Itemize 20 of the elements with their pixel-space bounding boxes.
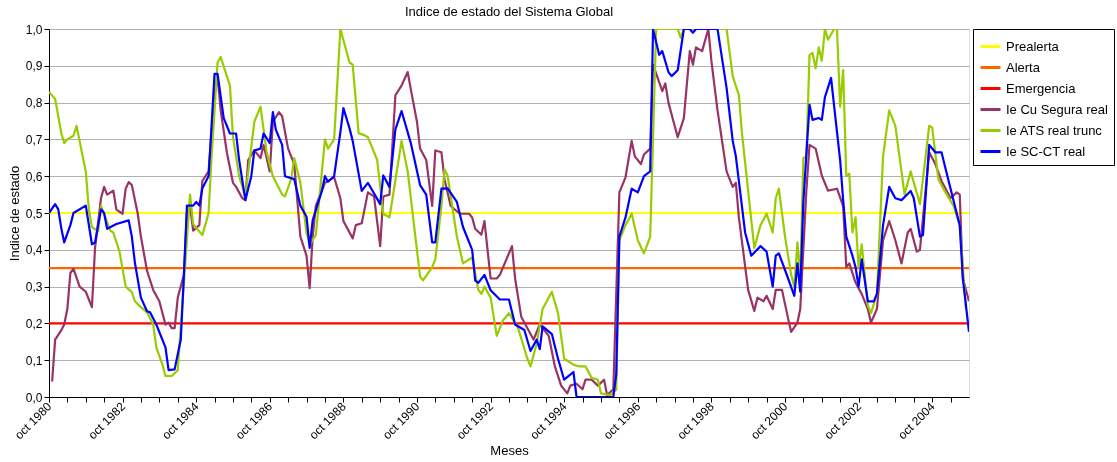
y-tick-label: 0,2	[25, 316, 43, 331]
y-tick-label: 0,3	[25, 280, 43, 295]
y-tick-label: 0,4	[25, 243, 43, 258]
legend-label: Ie ATS real trunc	[1006, 122, 1103, 138]
y-tick-label: 0,6	[25, 169, 43, 184]
y-tick-label: 0,5	[25, 206, 43, 221]
y-tick-label: 0,0	[25, 390, 43, 405]
x-axis-title: Meses	[490, 443, 530, 459]
y-tick-label: 0,7	[25, 132, 43, 147]
legend-label: Emergencia	[1006, 80, 1077, 96]
y-tick-label: 0,9	[25, 59, 43, 74]
y-axis-title: Indice de estado	[6, 165, 22, 262]
y-tick-label: 0,1	[25, 353, 43, 368]
chart-title: Indice de estado del Sistema Global	[404, 4, 614, 19]
y-tick-label: 0,8	[25, 96, 43, 111]
legend-label: Prealerta	[1006, 38, 1060, 54]
legend-label: Ie SC-CT real	[1006, 143, 1086, 159]
legend-label: Alerta	[1006, 59, 1041, 75]
legend-label: Ie Cu Segura real	[1006, 101, 1108, 117]
y-tick-label: 1,0	[25, 22, 43, 37]
